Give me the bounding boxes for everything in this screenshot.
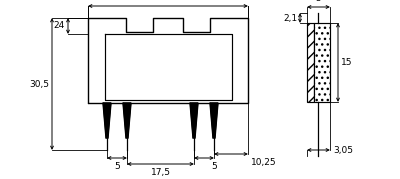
Polygon shape: [103, 103, 111, 138]
Text: 24: 24: [54, 21, 65, 30]
Text: 38: 38: [162, 0, 174, 2]
Bar: [314, 23, 330, 102]
Text: 3,05: 3,05: [333, 146, 353, 154]
Text: 5: 5: [316, 0, 321, 3]
Text: 30,5: 30,5: [29, 79, 49, 88]
Polygon shape: [210, 103, 218, 138]
Text: 17,5: 17,5: [150, 168, 170, 177]
Text: 5: 5: [114, 162, 120, 171]
Text: 5: 5: [211, 162, 217, 171]
Text: 15: 15: [341, 58, 352, 67]
Text: 10,25: 10,25: [251, 158, 277, 167]
Polygon shape: [190, 103, 198, 138]
Bar: [307, 23, 314, 102]
Text: 2,1: 2,1: [283, 13, 297, 23]
Polygon shape: [123, 103, 131, 138]
